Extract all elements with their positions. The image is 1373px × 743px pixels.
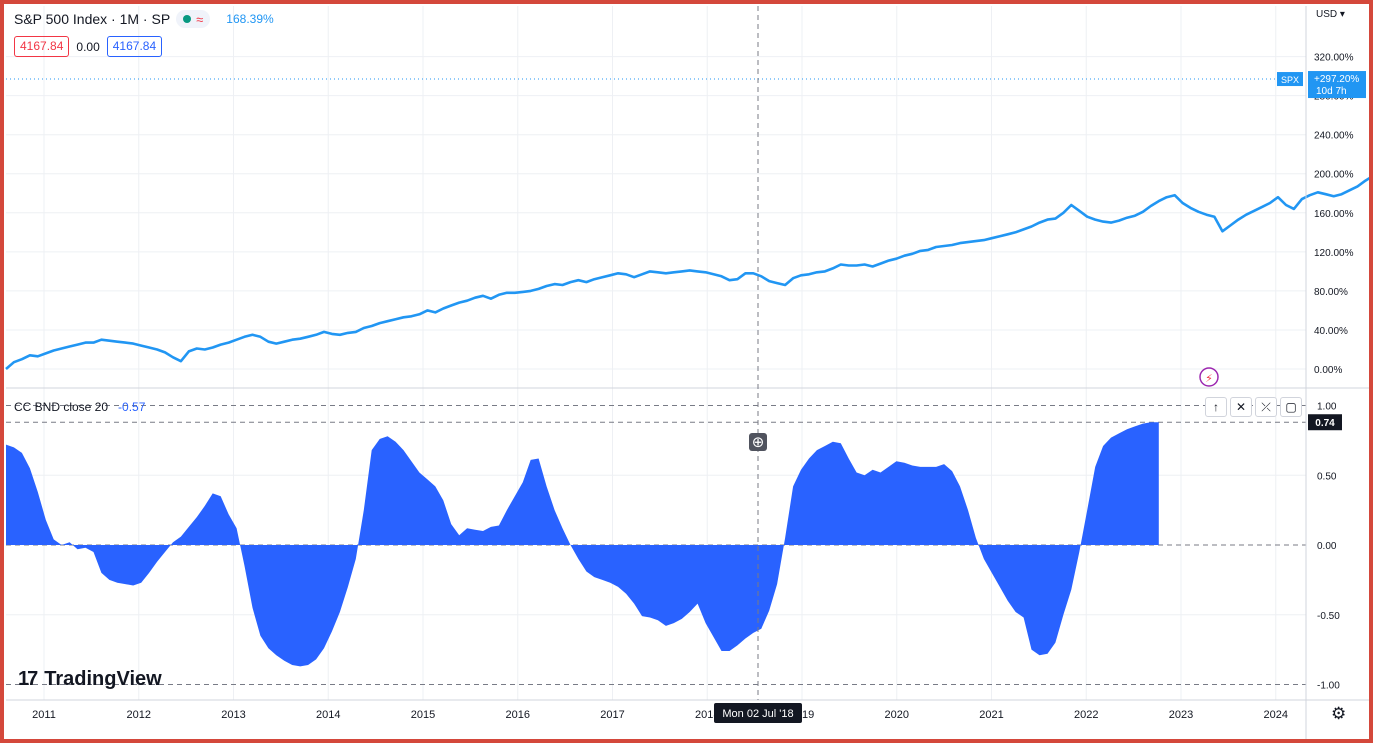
price-tick-label: 320.00% (1314, 53, 1354, 64)
input-right[interactable]: 4167.84 (106, 36, 163, 57)
collapse-icon[interactable]: ⤫ (1255, 397, 1277, 417)
year-label: 2015 (411, 709, 435, 721)
input-mid: 0.00 (76, 39, 100, 54)
axes: ⊕320.00%280.00%240.00%200.00%160.00%120.… (6, 6, 1373, 740)
year-label: 2017 (600, 709, 624, 721)
event-marker-icon (1199, 367, 1219, 387)
price-tick-label: 240.00% (1314, 131, 1354, 142)
year-label: 2021 (979, 709, 1003, 721)
tradingview-logo[interactable]: 17 TradingView (18, 668, 162, 691)
spx-value-tag (1308, 71, 1366, 99)
lightning-icon: ⚡ (1205, 372, 1213, 385)
spx-symbol-tag (1277, 72, 1303, 87)
indicator-tick-label: 0.00 (1317, 541, 1337, 552)
spx-symbol-text: SPX (1281, 75, 1299, 85)
indicator-tick-label: 0.50 (1317, 471, 1337, 482)
indicator-area (6, 422, 1159, 667)
price-tick-label: 160.00% (1314, 209, 1354, 220)
market-status-icon (183, 15, 192, 23)
input-left[interactable]: 4167.84 (14, 36, 70, 57)
year-label: 2023 (1169, 709, 1193, 721)
logo-text: TradingView (44, 668, 162, 690)
grid (6, 6, 1306, 700)
crosshair-date-bg (714, 703, 802, 723)
symbol-legend: S&P 500 Index · 1M · SP ≈ 168.39% (14, 10, 274, 28)
gear-icon[interactable]: ⚙ (1331, 704, 1347, 723)
indicator-legend[interactable]: CC BND close 20 -0.57 (14, 400, 145, 414)
year-label: 2012 (127, 709, 151, 721)
indicator-value-tag (1308, 414, 1342, 431)
crosshair-plus-glyph: ⊕ (752, 433, 765, 451)
price-tick-label: 40.00% (1314, 326, 1348, 337)
year-label: 2020 (885, 709, 909, 721)
spx-line (5, 78, 1373, 370)
indicator-tick-label: -0.50 (1317, 611, 1340, 622)
price-tick-label: 200.00% (1314, 170, 1354, 181)
spx-time-text: 10d 7h (1316, 86, 1347, 97)
indicator-name: CC BND close 20 (14, 400, 109, 414)
indicator-tick-label: -1.00 (1317, 681, 1340, 692)
year-label: 2016 (506, 709, 530, 721)
year-label: 2014 (316, 709, 340, 721)
year-label: 2011 (32, 709, 56, 721)
status-pill[interactable]: ≈ (176, 10, 211, 28)
year-label: 2022 (1074, 709, 1098, 721)
compare-inputs: 4167.84 0.00 4167.84 (14, 36, 163, 57)
year-label: 2024 (1264, 709, 1288, 721)
year-label: 2013 (221, 709, 245, 721)
spx-line-path (5, 174, 1373, 370)
close-icon[interactable]: ✕ (1230, 397, 1252, 417)
crosshair-plus-icon (749, 433, 767, 451)
crosshair-date-label: Mon 02 Jul '18 (722, 708, 793, 720)
change-percent: 168.39% (226, 12, 274, 26)
indicator-value-text: 0.74 (1315, 418, 1335, 429)
spx-value-text: +297.20% (1314, 74, 1359, 85)
tradingview-mark-icon: 17 (18, 668, 38, 690)
indicator-area-fill (6, 422, 1159, 667)
price-tick-label: 0.00% (1314, 365, 1342, 376)
indicator-tick-label: 1.00 (1317, 402, 1337, 413)
symbol-title[interactable]: S&P 500 Index · 1M · SP (14, 11, 171, 27)
currency-selector[interactable]: USD ▾ (1316, 9, 1345, 20)
year-label: 2018 (695, 709, 719, 721)
data-delay-icon: ≈ (196, 11, 204, 27)
move-up-icon[interactable]: ↑ (1205, 397, 1227, 417)
maximize-icon[interactable]: ▢ (1280, 397, 1302, 417)
price-tick-label: 80.00% (1314, 287, 1348, 298)
price-tick-label: 120.00% (1314, 248, 1354, 259)
indicator-value: -0.57 (118, 400, 146, 414)
currency-label: USD (1316, 9, 1338, 20)
